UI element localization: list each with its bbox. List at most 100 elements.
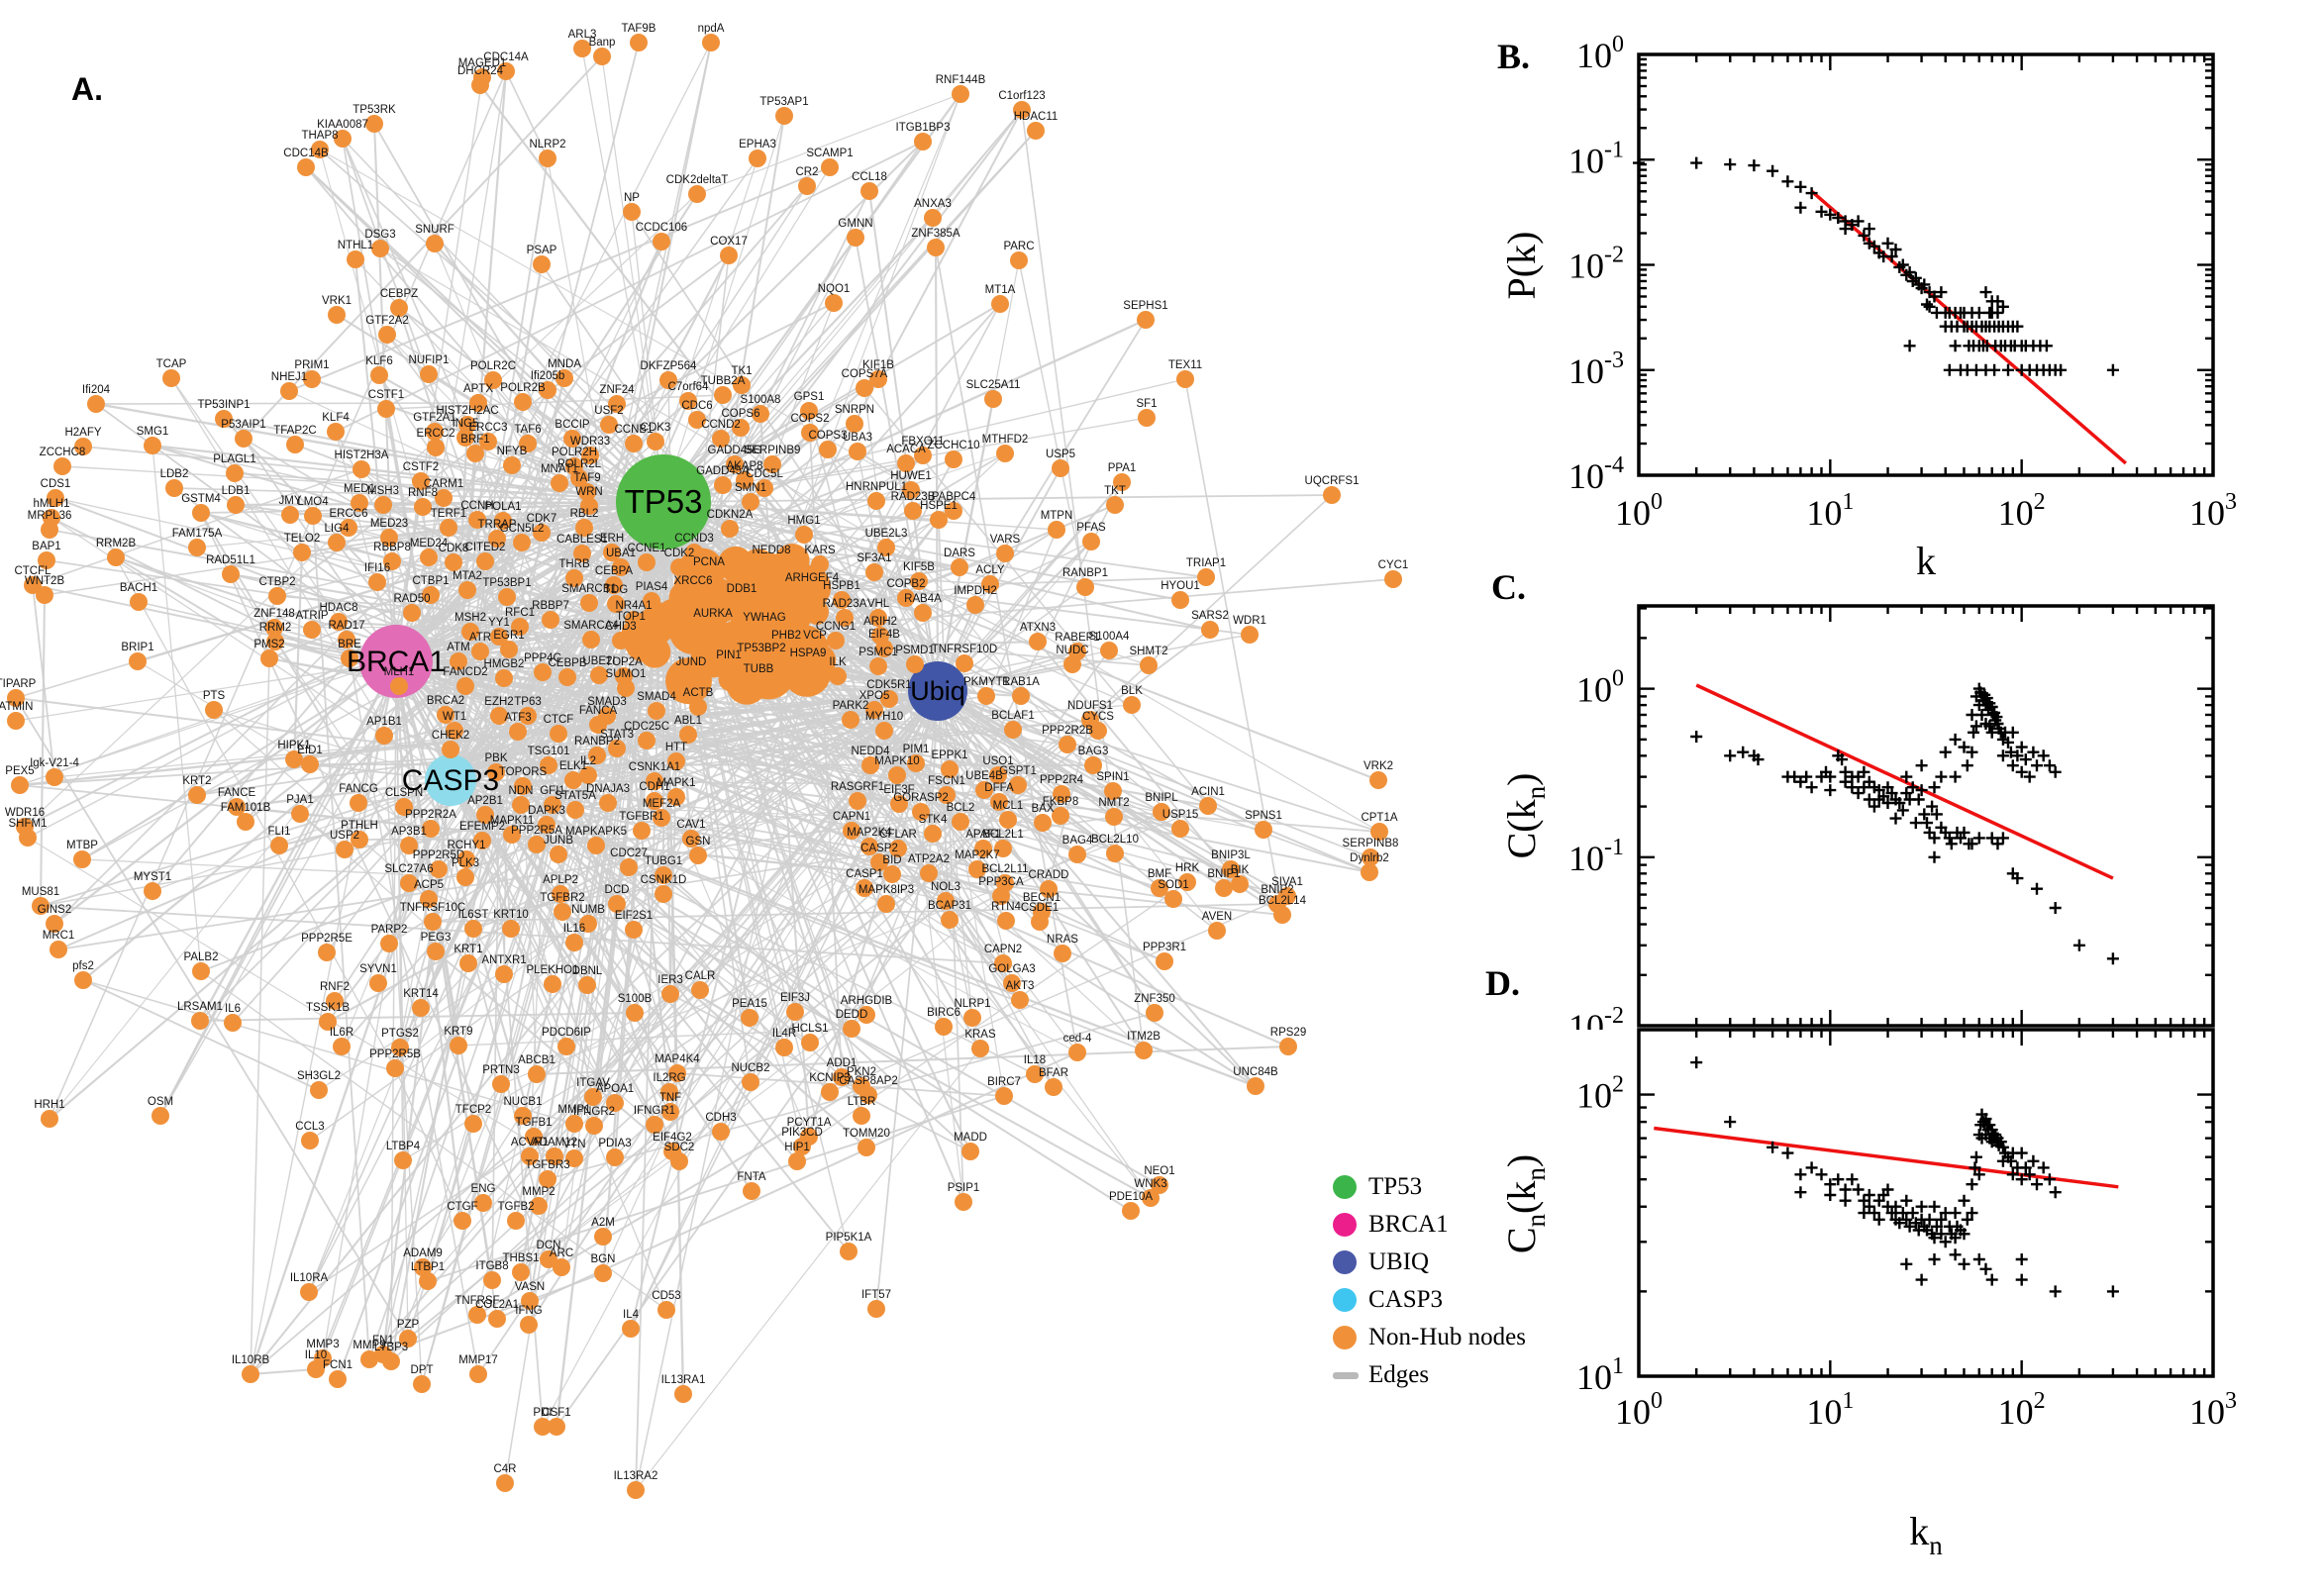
network-node bbox=[327, 423, 345, 441]
edge bbox=[170, 377, 616, 1104]
network-node bbox=[914, 447, 932, 464]
node-label: PSMD1 bbox=[895, 645, 935, 656]
node-label: MMP3 bbox=[306, 1339, 339, 1350]
node-label: RPS29 bbox=[1270, 1027, 1306, 1039]
network-node bbox=[1076, 578, 1094, 596]
network-node bbox=[992, 887, 1010, 905]
node-label: RAD51L1 bbox=[206, 554, 255, 566]
network-node bbox=[756, 623, 773, 641]
network-node bbox=[753, 653, 770, 671]
node-label: PLAGL1 bbox=[213, 453, 255, 465]
network-node bbox=[795, 526, 813, 544]
node-label: MCL1 bbox=[993, 800, 1024, 812]
network-node bbox=[412, 999, 430, 1017]
node-label: NEO1 bbox=[1144, 1165, 1174, 1177]
network-node bbox=[648, 702, 665, 720]
scatter-point bbox=[2031, 882, 2043, 895]
node-label: SUMO1 bbox=[606, 668, 647, 680]
node-label: KRT2 bbox=[182, 775, 211, 787]
node-label: PPP3CA bbox=[978, 876, 1024, 888]
edge bbox=[734, 463, 1007, 922]
scatter-point bbox=[1852, 215, 1865, 228]
network-node bbox=[546, 1147, 563, 1165]
node-label: FSCN1 bbox=[928, 775, 965, 787]
scatter-point bbox=[1889, 244, 1902, 255]
node-label: EIF4G2 bbox=[653, 1132, 692, 1144]
edge bbox=[520, 895, 1002, 1273]
network-node bbox=[1053, 785, 1070, 803]
scatter-point bbox=[2004, 746, 2017, 758]
node-label: PDI bbox=[533, 1407, 552, 1419]
network-node bbox=[853, 1107, 870, 1125]
scatter-point bbox=[2023, 770, 2036, 783]
node-label: TGFBR1 bbox=[619, 811, 663, 823]
network-node bbox=[445, 553, 462, 571]
edge bbox=[937, 690, 1013, 984]
node-label: C7orf64 bbox=[668, 381, 710, 393]
network-node bbox=[533, 524, 551, 542]
edge bbox=[450, 377, 565, 781]
node-label: PDIA3 bbox=[598, 1138, 631, 1149]
node-label: ABCB1 bbox=[518, 1054, 556, 1066]
scatter-point bbox=[2040, 340, 2053, 352]
scatter-point bbox=[1961, 759, 1973, 772]
network-node bbox=[646, 792, 663, 810]
network-node bbox=[660, 1083, 678, 1101]
network-node bbox=[573, 40, 591, 57]
network-node bbox=[565, 934, 583, 951]
scatter-point bbox=[1794, 201, 1807, 214]
edge bbox=[450, 501, 664, 781]
scatter-point bbox=[1966, 1178, 1978, 1191]
edge bbox=[450, 779, 567, 1047]
scatter-point bbox=[1980, 692, 1993, 705]
node-label: CAPN2 bbox=[984, 944, 1022, 955]
network-node bbox=[843, 822, 860, 840]
node-label: RRM2B bbox=[96, 538, 137, 549]
scatter-point bbox=[1858, 1207, 1870, 1220]
node-label: APTX bbox=[463, 383, 493, 395]
node-label: STAT5A bbox=[555, 790, 596, 802]
node-label: CCNH bbox=[460, 500, 493, 512]
network-node bbox=[479, 433, 497, 450]
network-node bbox=[192, 962, 210, 980]
network-node bbox=[369, 974, 387, 992]
node-label: MUS81 bbox=[22, 886, 59, 898]
scatter-point bbox=[1996, 300, 2009, 313]
network-node bbox=[520, 1316, 538, 1334]
network-node bbox=[528, 1065, 546, 1083]
network-node bbox=[370, 366, 388, 384]
network-node bbox=[301, 1132, 319, 1149]
network-node bbox=[557, 1038, 575, 1055]
network-node bbox=[626, 1004, 644, 1022]
edge bbox=[385, 394, 724, 410]
plot-clustering-coefficient: 100 10-1 10-2 C(kn​) bbox=[1499, 604, 2215, 1030]
network-node bbox=[867, 492, 885, 510]
network-node bbox=[380, 529, 398, 547]
node-label: TSSK1B bbox=[306, 1002, 350, 1014]
panel-label-b: B. bbox=[1497, 37, 1531, 76]
node-label: ERCC3 bbox=[469, 422, 508, 434]
network-node bbox=[539, 150, 556, 167]
node-label: HNRNPUL1 bbox=[846, 481, 907, 493]
network-node bbox=[956, 654, 973, 672]
node-label: PSIP1 bbox=[948, 1182, 980, 1194]
node-label: COPS6 bbox=[722, 408, 760, 420]
node-label: SLC27A6 bbox=[384, 863, 433, 875]
edge bbox=[39, 594, 47, 907]
network-node bbox=[638, 732, 656, 749]
network-node bbox=[540, 1250, 557, 1268]
node-label: BMF bbox=[1148, 868, 1171, 880]
scatter-point bbox=[1900, 1194, 1913, 1207]
node-label: CABLES1 bbox=[556, 534, 608, 546]
network-node bbox=[849, 443, 866, 460]
node-label: IL10RA bbox=[290, 1272, 329, 1284]
network-node bbox=[750, 674, 767, 692]
network-node bbox=[395, 798, 413, 816]
network-node bbox=[165, 479, 183, 497]
node-label: PARP2 bbox=[371, 924, 408, 936]
node-label: HMG1 bbox=[787, 515, 820, 527]
node-label: CDC27 bbox=[610, 848, 648, 859]
network-node bbox=[47, 489, 64, 507]
scatter-point bbox=[2049, 1186, 2062, 1199]
edge bbox=[937, 690, 1225, 889]
